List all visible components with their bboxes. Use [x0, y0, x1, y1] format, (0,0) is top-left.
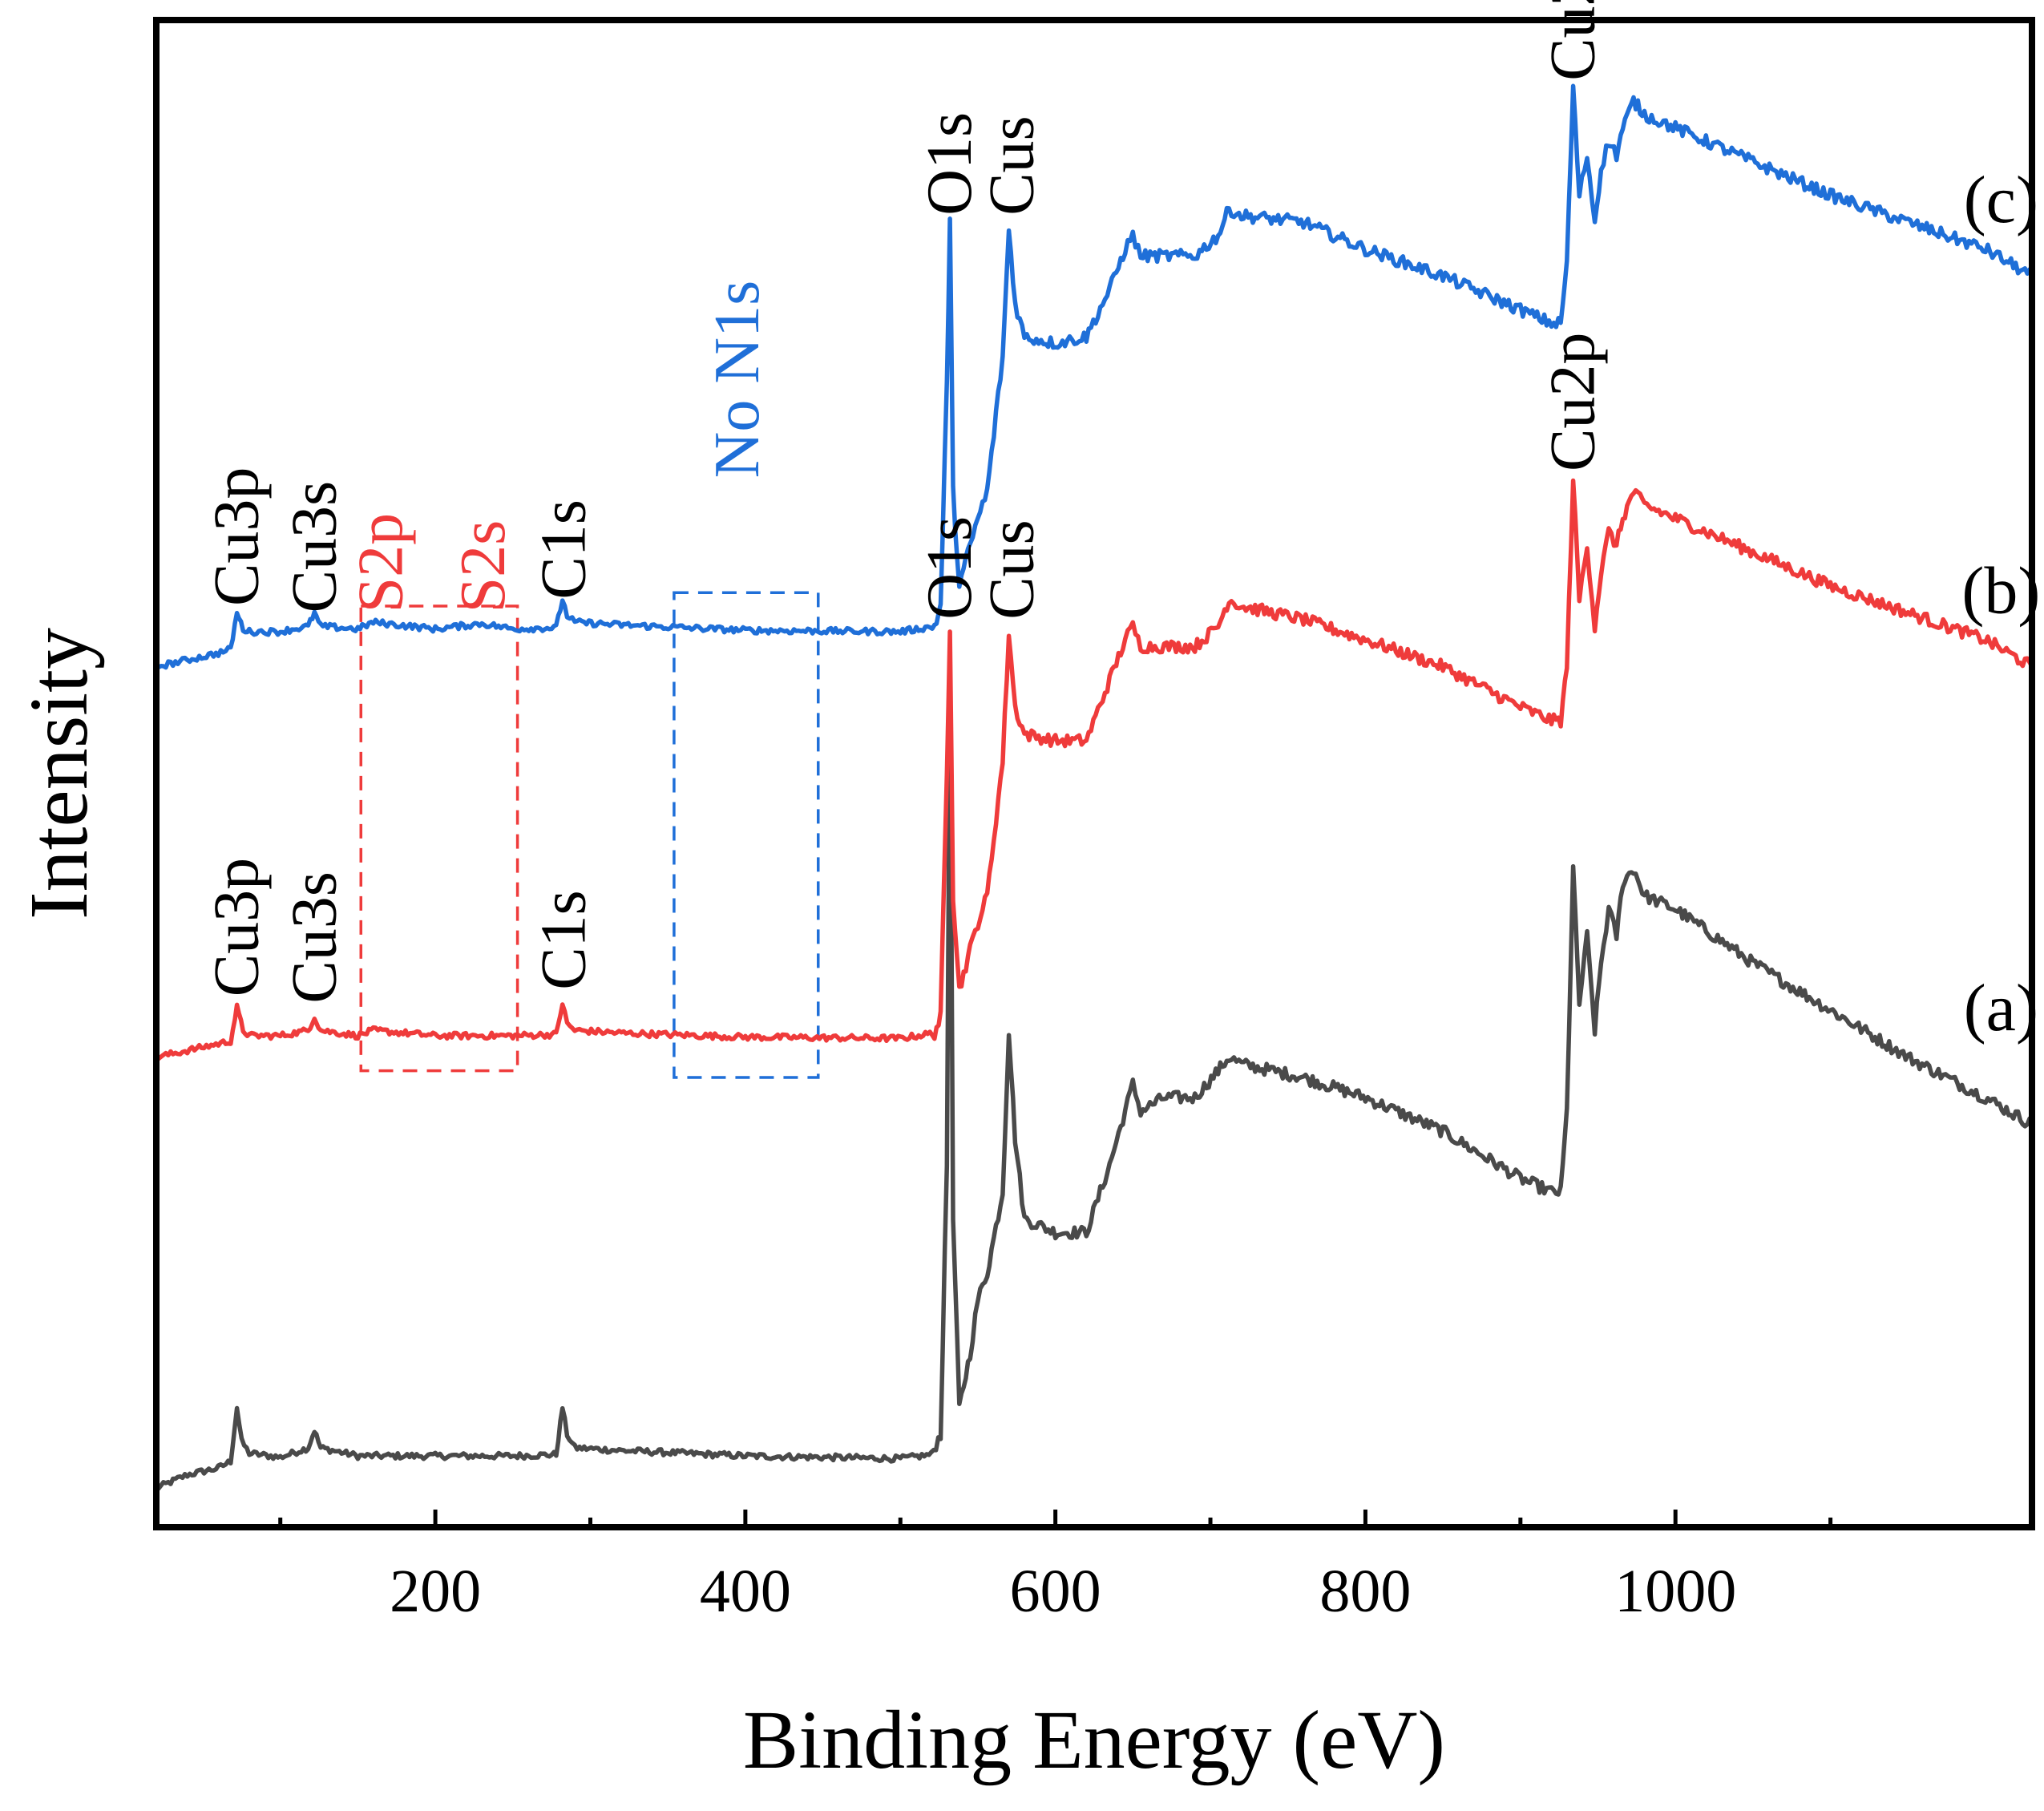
x-tick-label: 800 [1319, 1558, 1411, 1625]
peak-label: Cu2p [1538, 333, 1609, 471]
series-label: (b) [1961, 553, 2040, 628]
peak-label: Cus [977, 519, 1048, 620]
peak-label: S2s [448, 520, 519, 613]
peak-label: Cu3p [202, 467, 273, 606]
peak-label: Cu3p [202, 858, 273, 996]
series-label: (a) [1964, 971, 2038, 1045]
plot-frame [153, 17, 2035, 1530]
x-axis-label: Binding Energy (eV) [743, 1694, 1445, 1786]
spectra-series [154, 83, 2034, 1491]
peak-label: C1s [529, 499, 600, 600]
peak-label: S2p [345, 513, 416, 613]
peak-label: Cus [977, 115, 1048, 216]
peak-label: C1s [529, 890, 600, 990]
x-tick-label: 200 [390, 1558, 481, 1625]
x-tick-label: 600 [1010, 1558, 1101, 1625]
peak-label: O1s [915, 112, 985, 216]
series-labels: (c) (b) (a) [1961, 163, 2040, 1045]
n-region [673, 591, 820, 1079]
highlight-regions [359, 591, 820, 1079]
x-axis-ticks [278, 1510, 1833, 1527]
peak-label: Cu2p [1538, 0, 1609, 81]
peak-label: Cu3s [279, 871, 349, 1004]
x-tick-label: 1000 [1614, 1558, 1736, 1625]
peak-label: No N1s [702, 281, 773, 479]
x-axis-tick-labels: 200 400 600 800 1000 [390, 1558, 1736, 1625]
series-line-a [155, 683, 2034, 1491]
y-axis-label: Intensity [13, 628, 105, 920]
peak-label: Cu3s [279, 481, 349, 613]
series-label: (c) [1964, 163, 2038, 237]
peak-label: O1s [915, 516, 985, 620]
series-line-c [154, 83, 2034, 670]
s-region [359, 604, 519, 1073]
series-line-b [155, 478, 2034, 1061]
x-tick-label: 400 [700, 1558, 791, 1625]
